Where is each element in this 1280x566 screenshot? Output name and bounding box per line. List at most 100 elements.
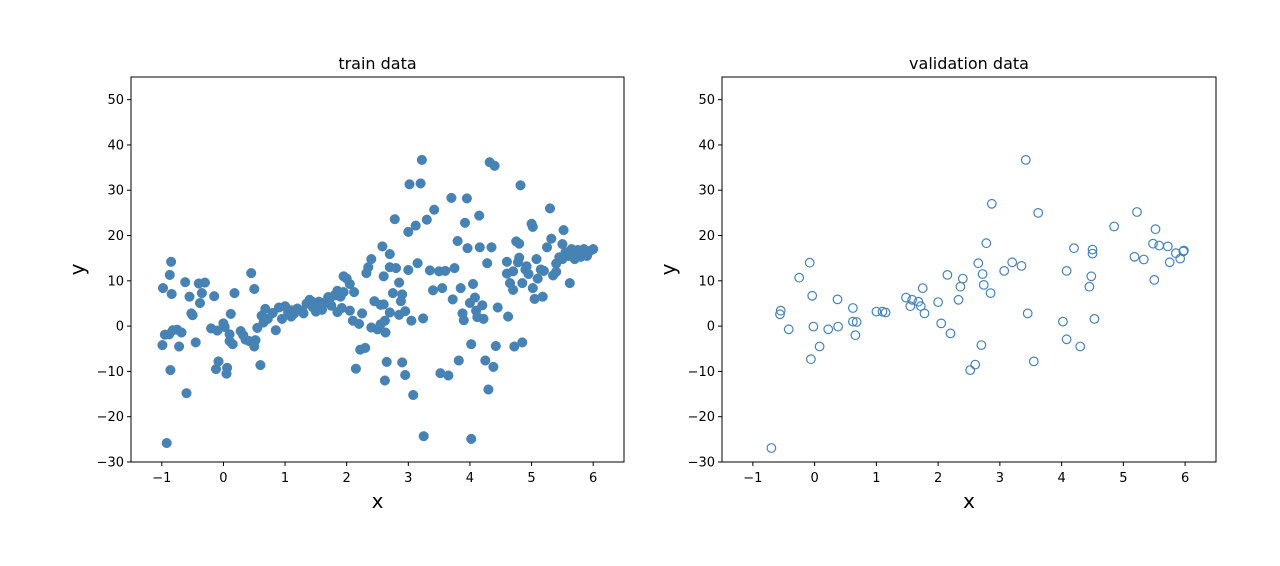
train-point xyxy=(379,375,390,386)
validation-point xyxy=(871,306,882,317)
train-title: train data xyxy=(338,54,416,73)
train-plot-frame xyxy=(130,76,625,463)
validation-x-tick-label: −1 xyxy=(743,471,762,486)
train-point xyxy=(349,287,360,298)
train-point xyxy=(229,288,240,299)
validation-point xyxy=(973,258,984,269)
train-point xyxy=(165,365,176,376)
train-point xyxy=(394,277,405,288)
train-y-tick-label: 40 xyxy=(107,138,124,153)
train-point xyxy=(404,179,415,190)
train-point xyxy=(490,340,501,352)
train-point xyxy=(564,278,575,289)
validation-point xyxy=(976,340,987,351)
train-point xyxy=(157,340,168,351)
validation-x-tick-label: 1 xyxy=(872,471,880,486)
train-point xyxy=(538,265,549,276)
train-y-tick-label: 0 xyxy=(116,320,124,335)
train-x-tick-label: 6 xyxy=(589,471,597,486)
train-point xyxy=(389,214,400,225)
validation-point xyxy=(945,328,956,339)
validation-point xyxy=(1022,308,1033,319)
train-point xyxy=(488,361,499,372)
validation-point xyxy=(1150,224,1161,235)
validation-points xyxy=(766,154,1189,453)
train-point xyxy=(461,193,472,204)
train-point xyxy=(213,356,224,367)
validation-y-tick-label: −10 xyxy=(688,365,715,380)
train-point xyxy=(517,278,528,289)
validation-x-tick-label: 0 xyxy=(810,471,818,486)
train-point xyxy=(557,254,568,265)
train-point xyxy=(558,225,569,236)
train-point xyxy=(298,308,309,319)
train-point xyxy=(570,249,581,260)
train-point xyxy=(462,243,473,254)
validation-point xyxy=(1087,248,1098,259)
train-point xyxy=(437,283,448,294)
train-point xyxy=(588,244,599,255)
train-point xyxy=(466,433,477,444)
train-point xyxy=(190,337,201,348)
train-point xyxy=(492,302,503,313)
train-point xyxy=(380,327,391,338)
train-point xyxy=(416,154,427,165)
train-point xyxy=(194,297,206,309)
validation-point xyxy=(832,294,843,305)
validation-y-tick-label: 20 xyxy=(698,229,715,244)
train-point xyxy=(408,389,419,401)
train-point xyxy=(447,294,458,305)
validation-point xyxy=(970,359,981,370)
validation-point xyxy=(981,238,992,249)
train-point xyxy=(350,363,361,374)
train-point xyxy=(509,341,520,352)
validation-x-tick-label: 3 xyxy=(996,471,1004,486)
validation-point xyxy=(942,270,953,280)
validation-point xyxy=(999,266,1010,276)
validation-point xyxy=(1164,257,1175,268)
train-point xyxy=(209,291,220,302)
train-point xyxy=(480,355,491,366)
validation-point xyxy=(919,308,930,319)
validation-point xyxy=(808,321,819,332)
validation-point xyxy=(977,269,988,279)
train-point xyxy=(384,249,395,260)
train-point xyxy=(187,310,198,321)
validation-point xyxy=(1089,314,1100,324)
validation-point xyxy=(1148,238,1158,249)
train-y-tick-label: −20 xyxy=(97,410,124,425)
train-point xyxy=(452,235,463,247)
validation-point xyxy=(1061,334,1072,345)
validation-y-tick-label: −20 xyxy=(688,410,715,425)
train-point xyxy=(381,356,392,367)
train-point xyxy=(310,306,321,317)
validation-y-tick-label: 30 xyxy=(698,184,715,199)
train-point xyxy=(249,283,260,295)
train-point xyxy=(180,277,191,288)
validation-x-tick-label: 6 xyxy=(1181,471,1189,486)
train-point xyxy=(527,221,538,232)
validation-x-axis-label: x xyxy=(963,489,975,513)
train-x-tick-label: 4 xyxy=(466,471,474,486)
validation-point xyxy=(851,317,862,327)
validation-x-tick-label: 4 xyxy=(1057,471,1065,486)
validation-point xyxy=(901,292,911,303)
train-point xyxy=(514,252,525,263)
train-point xyxy=(474,210,485,221)
train-point xyxy=(483,384,494,395)
validation-point xyxy=(823,324,834,335)
train-point xyxy=(421,214,432,225)
train-point xyxy=(397,357,408,368)
train-y-tick-label: 50 xyxy=(107,93,124,108)
train-point xyxy=(403,226,414,237)
train-point xyxy=(412,258,423,269)
train-point xyxy=(166,256,177,267)
train-x-tick-label: 5 xyxy=(527,471,535,486)
train-point xyxy=(166,288,177,300)
validation-y-tick-label: 0 xyxy=(707,320,715,335)
train-point xyxy=(478,313,489,324)
validation-point xyxy=(917,283,928,294)
train-point xyxy=(174,341,185,352)
validation-point xyxy=(814,341,825,352)
validation-point xyxy=(1109,221,1119,232)
